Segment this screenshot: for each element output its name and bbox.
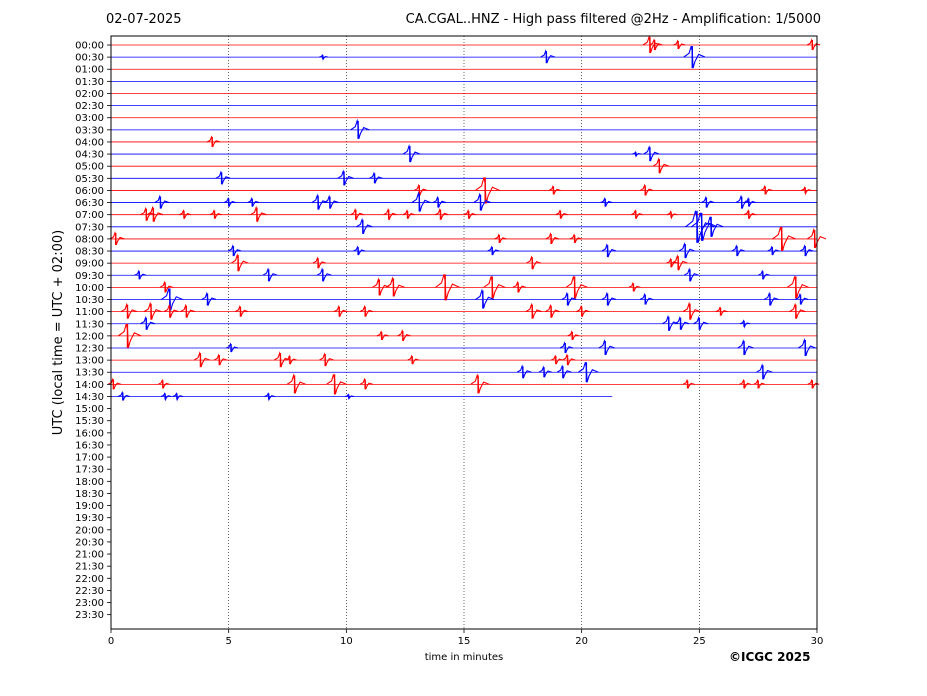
y-tick-label: 08:00 — [75, 234, 104, 245]
y-tick-label: 03:00 — [75, 113, 104, 124]
y-axis-label: UTC (local time = UTC + 02:00) — [51, 230, 66, 435]
y-tick-label: 02:00 — [75, 89, 104, 100]
y-tick-label: 20:00 — [75, 525, 104, 536]
x-tick-label: 5 — [225, 636, 231, 647]
y-tick-label: 04:00 — [75, 137, 104, 148]
x-tick-label: 20 — [575, 636, 588, 647]
x-tick-label: 15 — [458, 636, 471, 647]
x-axis-label: time in minutes — [425, 652, 504, 663]
y-tick-label: 22:30 — [75, 586, 104, 597]
y-tick-label: 01:00 — [75, 65, 104, 76]
y-tick-label: 14:30 — [75, 392, 104, 403]
y-tick-label: 16:00 — [75, 428, 104, 439]
y-tick-label: 05:30 — [75, 174, 104, 185]
y-tick-label: 03:30 — [75, 125, 104, 136]
y-tick-label: 12:00 — [75, 331, 104, 342]
y-tick-label: 18:00 — [75, 477, 104, 488]
seismic-events — [107, 34, 827, 402]
y-tick-label: 06:00 — [75, 186, 104, 197]
y-tick-label: 05:00 — [75, 162, 104, 173]
y-tick-label: 22:00 — [75, 574, 104, 585]
y-tick-label: 02:30 — [75, 101, 104, 112]
seismic-traces — [111, 44, 817, 397]
y-tick-label: 10:30 — [75, 295, 104, 306]
y-tick-label: 13:00 — [75, 356, 104, 367]
y-tick-label: 04:30 — [75, 150, 104, 161]
y-tick-label: 06:30 — [75, 198, 104, 209]
y-tick-label: 07:00 — [75, 210, 104, 221]
y-tick-label: 15:30 — [75, 416, 104, 427]
y-tick-label: 01:30 — [75, 77, 104, 88]
y-tick-label: 21:00 — [75, 550, 104, 561]
x-tick-label: 0 — [108, 636, 114, 647]
y-tick-label: 12:30 — [75, 344, 104, 355]
y-tick-label: 00:30 — [75, 53, 104, 64]
y-tick-label: 19:00 — [75, 501, 104, 512]
y-tick-label: 11:30 — [75, 319, 104, 330]
grid-lines — [228, 36, 700, 629]
y-tick-label: 15:00 — [75, 404, 104, 415]
y-tick-label: 23:30 — [75, 610, 104, 621]
chart-date: 02-07-2025 — [106, 12, 182, 27]
y-tick-label: 17:30 — [75, 465, 104, 476]
y-tick-label: 18:30 — [75, 489, 104, 500]
y-tick-label: 10:00 — [75, 283, 104, 294]
x-axis-ticks: 0 5 10 15 20 25 30 — [108, 629, 824, 647]
y-tick-label: 00:00 — [75, 41, 104, 52]
y-tick-label: 11:00 — [75, 307, 104, 318]
y-tick-label: 16:30 — [75, 440, 104, 451]
x-tick-label: 25 — [693, 636, 706, 647]
y-axis-ticks: 00:0000:3001:0001:3002:0002:3003:0003:30… — [75, 41, 111, 621]
y-tick-label: 14:00 — [75, 380, 104, 391]
y-tick-label: 23:00 — [75, 598, 104, 609]
y-tick-label: 21:30 — [75, 562, 104, 573]
y-tick-label: 17:00 — [75, 453, 104, 464]
x-tick-label: 10 — [340, 636, 353, 647]
y-tick-label: 20:30 — [75, 537, 104, 548]
y-tick-label: 08:30 — [75, 247, 104, 258]
y-tick-label: 07:30 — [75, 222, 104, 233]
y-tick-label: 13:30 — [75, 368, 104, 379]
y-tick-label: 09:00 — [75, 259, 104, 270]
y-tick-label: 09:30 — [75, 271, 104, 282]
y-tick-label: 19:30 — [75, 513, 104, 524]
copyright-notice: ©ICGC 2025 — [729, 650, 811, 664]
chart-title: CA.CGAL..HNZ - High pass filtered @2Hz -… — [405, 12, 821, 27]
x-tick-label: 30 — [811, 636, 824, 647]
